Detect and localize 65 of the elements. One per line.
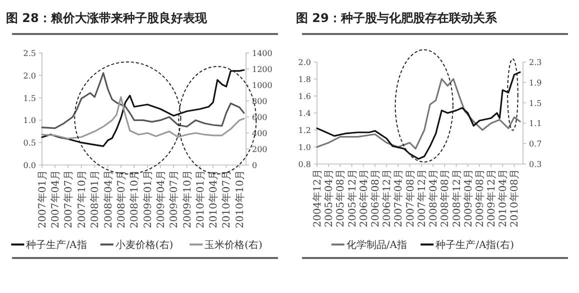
x-tick-label: 2005年04月	[323, 169, 336, 228]
y2-tick-label: 0.3	[529, 160, 542, 169]
legend-label: 种子生产/A指(右)	[436, 239, 514, 251]
x-tick-label: 2007年10月	[76, 170, 88, 228]
x-tick-label: 2010年04月	[497, 169, 510, 228]
y-tick-label: 2.5	[23, 49, 36, 58]
x-tick-label: 2009年01月	[142, 170, 154, 228]
x-tick-label: 2009年07月	[168, 170, 180, 228]
x-tick-label: 2009年08月	[474, 169, 486, 228]
x-tick-label: 2006年04月	[358, 169, 370, 228]
y-tick-label: 1.8	[298, 75, 311, 84]
x-tick-label: 2010年04月	[208, 170, 220, 228]
legend-label: 小麦价格(右)	[115, 239, 174, 251]
x-tick-label: 2007年07月	[62, 170, 75, 228]
x-tick-label: 2008年04月	[428, 169, 440, 228]
y2-tick-label: 1400	[252, 49, 272, 58]
y-tick-label: 1.4	[298, 109, 311, 118]
legend-label: 玉米价格(右)	[204, 239, 262, 251]
x-tick-label: 2008年12月	[450, 169, 463, 228]
y2-tick-label: 1200	[252, 65, 272, 74]
y2-tick-label: 1.1	[529, 119, 542, 128]
x-tick-label: 2008年08月	[439, 169, 452, 228]
x-tick-label: 2009年10月	[181, 170, 194, 228]
y-tick-label: 1.6	[298, 92, 311, 101]
x-tick-label: 2008年04月	[102, 170, 114, 228]
y-tick-label: 2.0	[23, 71, 36, 80]
y-tick-label: 2.0	[298, 58, 311, 67]
x-tick-label: 2007年08月	[404, 169, 416, 228]
y2-tick-label: 0.7	[529, 140, 542, 149]
y-tick-label: 1.0	[23, 116, 36, 126]
x-tick-label: 2009年04月	[154, 170, 167, 228]
x-tick-label: 2007年04月	[392, 169, 405, 228]
x-tick-label: 2006年08月	[369, 169, 382, 228]
x-tick-label: 2008年07月	[115, 170, 128, 228]
y-tick-label: 1.2	[298, 126, 311, 135]
y2-tick-label: 1000	[252, 81, 272, 90]
y-tick-label: 1.0	[298, 143, 311, 152]
x-tick-label: 2009年04月	[462, 169, 474, 228]
y2-tick-label: 1.5	[529, 98, 542, 108]
legend-label: 种子生产/A指	[26, 239, 87, 251]
x-tick-label: 2007年04月	[49, 170, 62, 228]
x-tick-label: 2010年07月	[220, 170, 233, 228]
y-tick-label: 0.8	[298, 160, 311, 169]
x-tick-label: 2010年08月	[508, 169, 521, 228]
y-tick-label: 0.5	[23, 138, 36, 148]
y2-tick-label: 0	[252, 161, 258, 170]
x-tick-label: 2010年01月	[194, 170, 207, 228]
x-tick-label: 2010年10月	[234, 170, 246, 228]
x-tick-label: 2006年12月	[381, 169, 394, 228]
x-tick-label: 2007年12月	[416, 169, 428, 228]
x-tick-label: 2008年01月	[89, 170, 102, 228]
y-tick-label: 0.0	[23, 161, 36, 170]
x-tick-label: 2004年12月	[312, 169, 324, 228]
x-tick-label: 2007年01月	[36, 170, 48, 228]
y2-tick-label: 1.9	[529, 78, 542, 88]
x-tick-label: 2005年08月	[334, 169, 347, 228]
y2-tick-label: 600	[252, 113, 268, 122]
x-tick-label: 2009年12月	[486, 169, 498, 228]
y2-tick-label: 200	[252, 145, 268, 154]
legend-label: 化学制品/A指	[346, 239, 407, 251]
chart-title: 图 28：粮价大涨带来种子股良好表现	[6, 11, 208, 25]
y-tick-label: 1.5	[23, 94, 36, 103]
chart-title: 图 29：种子股与化肥股存在联动关系	[296, 11, 498, 25]
y2-tick-label: 2.3	[529, 58, 542, 67]
x-tick-label: 2005年12月	[346, 169, 358, 228]
